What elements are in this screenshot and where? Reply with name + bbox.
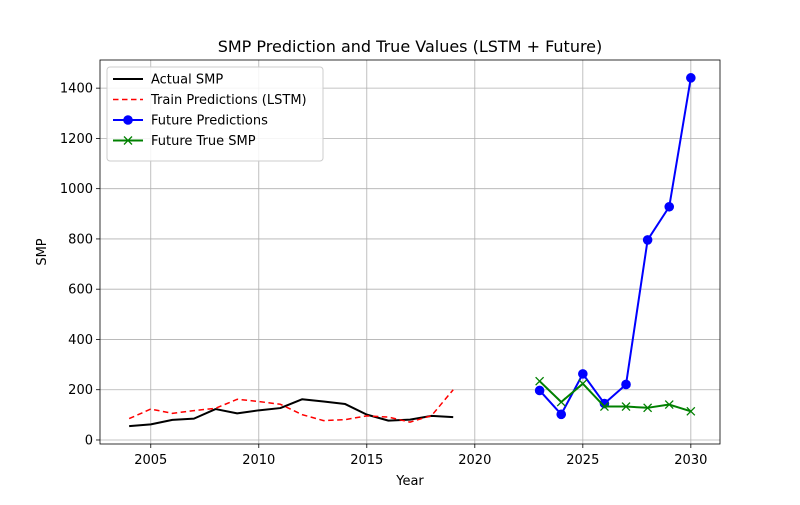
legend-label: Train Predictions (LSTM): [150, 93, 307, 108]
series-line-future-true-smp: [538, 380, 692, 413]
x-tick-label: 2005: [134, 453, 167, 468]
x-marker-stroke: [556, 397, 566, 407]
series-future-predictions: [534, 73, 696, 420]
x-axis: 2005 2010 2015 2020 2025 2030: [134, 444, 707, 468]
data-point-future-true-smp: [643, 403, 653, 413]
data-point-future-true-smp: [599, 402, 609, 412]
series-layer: [128, 73, 696, 428]
data-point-future-predictions: [578, 369, 588, 379]
legend-entry: Future True SMP: [113, 134, 256, 149]
data-point-future-true-smp: [664, 400, 674, 410]
x-tick-label: 2015: [350, 453, 383, 468]
y-tick-label: 1200: [60, 132, 93, 147]
data-point-future-predictions: [556, 409, 567, 420]
data-point-future-predictions: [621, 379, 631, 390]
x-marker-stroke: [599, 402, 609, 412]
x-marker-stroke: [535, 376, 545, 386]
data-point-future-true-smp: [621, 402, 631, 412]
y-tick-label: 200: [68, 383, 93, 398]
y-axis-label: SMP: [35, 238, 50, 265]
data-point-future-predictions: [642, 235, 653, 245]
data-point-future-predictions: [534, 385, 545, 396]
legend-marker: [123, 115, 133, 125]
x-marker-stroke: [578, 379, 588, 389]
legend-entry: Actual SMP: [113, 73, 223, 88]
legend-marker: [123, 136, 133, 145]
legend-entry: Train Predictions (LSTM): [113, 93, 307, 108]
chart-title: SMP Prediction and True Values (LSTM + F…: [218, 37, 603, 56]
series-line-future-predictions: [538, 77, 692, 416]
y-tick-label: 400: [68, 333, 93, 348]
y-tick-label: 800: [68, 232, 93, 247]
y-tick-label: 0: [85, 433, 93, 448]
series-line-actual-smp: [129, 398, 454, 428]
x-tick-label: 2025: [566, 453, 599, 468]
plot-frame: [99, 59, 721, 445]
x-marker-stroke: [643, 403, 653, 413]
x-tick-label: 2030: [674, 453, 707, 468]
y-tick-label: 600: [68, 283, 93, 298]
data-point-future-predictions: [686, 73, 696, 83]
data-point-future-true-smp: [535, 376, 545, 386]
x-marker-stroke: [621, 402, 631, 412]
legend-label: Actual SMP: [151, 73, 223, 88]
x-marker-stroke: [686, 406, 696, 416]
series-line-train-predictions-lstm: [128, 389, 454, 423]
legend-label: Future Predictions: [151, 114, 268, 129]
data-point-future-true-smp: [578, 379, 588, 389]
data-point-future-predictions: [664, 201, 675, 212]
legend: Actual SMP Train Predictions (LSTM) Future…: [106, 66, 324, 162]
x-axis-label: Year: [395, 474, 424, 489]
x-tick-label: 2020: [458, 453, 491, 468]
legend-entry: Future Predictions: [113, 114, 268, 129]
y-tick-label: 1400: [60, 82, 93, 97]
series-train-predictions-lstm: [128, 389, 454, 423]
series-actual-smp: [129, 398, 454, 428]
x-tick-label: 2010: [242, 453, 275, 468]
y-axis: 0 200 400 600 800 1000 1200 1400: [60, 82, 100, 448]
grid-lines: [100, 60, 720, 444]
legend-label: Future True SMP: [151, 134, 256, 149]
legend-box: [106, 66, 324, 162]
series-future-true-smp: [535, 376, 696, 416]
data-point-future-true-smp: [686, 406, 696, 416]
x-marker-stroke: [664, 400, 674, 410]
y-tick-label: 1000: [60, 182, 93, 197]
data-point-future-true-smp: [556, 397, 566, 407]
x-marker-stroke: [123, 136, 133, 145]
